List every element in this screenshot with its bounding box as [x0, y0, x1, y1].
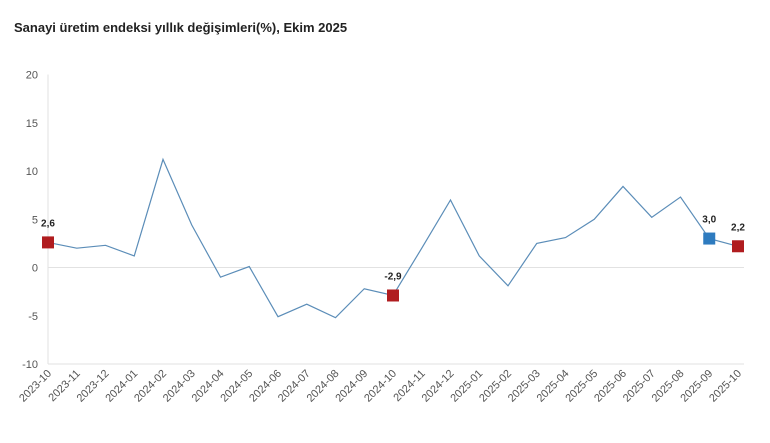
y-tick-label: 10 [26, 166, 38, 178]
y-tick-label: -10 [22, 359, 38, 371]
data-point-marker [732, 240, 744, 253]
y-tick-label: 20 [26, 70, 38, 82]
y-tick-label: -5 [28, 311, 38, 323]
data-point-marker [42, 236, 54, 249]
chart-title: Sanayi üretim endeksi yıllık değişimleri… [14, 20, 348, 35]
data-point-marker [387, 289, 399, 302]
y-tick-label: 15 [26, 118, 38, 130]
data-label: -2,9 [384, 271, 402, 282]
x-tick-label: 2025-10 [707, 368, 744, 405]
data-point-marker [703, 232, 716, 245]
data-label: 2,6 [41, 218, 55, 229]
y-tick-label: 0 [32, 263, 38, 275]
data-label: 3,0 [702, 215, 716, 226]
data-label: 2,2 [731, 222, 745, 233]
y-tick-label: 5 [32, 214, 38, 226]
